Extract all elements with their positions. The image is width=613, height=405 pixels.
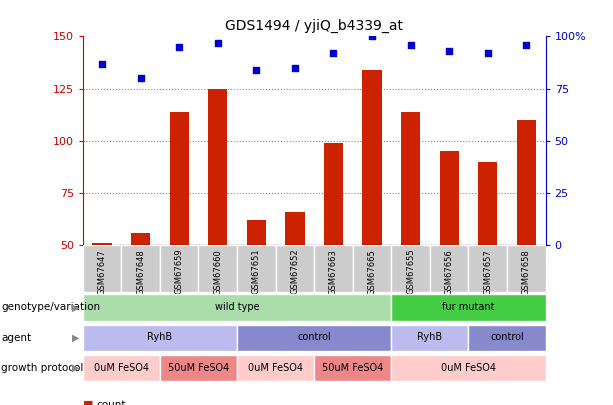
Bar xyxy=(199,245,237,292)
Text: GSM67652: GSM67652 xyxy=(291,249,299,294)
Bar xyxy=(362,70,382,245)
Bar xyxy=(93,243,112,245)
Text: fur mutant: fur mutant xyxy=(442,302,495,312)
Bar xyxy=(121,245,160,292)
Text: 50uM FeSO4: 50uM FeSO4 xyxy=(168,362,229,373)
Point xyxy=(522,42,531,48)
Point xyxy=(406,42,416,48)
Point xyxy=(329,50,338,56)
Text: ▶: ▶ xyxy=(72,303,80,312)
Bar xyxy=(208,89,227,245)
Text: GSM67660: GSM67660 xyxy=(213,249,223,294)
Text: GSM67647: GSM67647 xyxy=(97,249,107,294)
Text: GSM67651: GSM67651 xyxy=(252,249,261,294)
Text: 0uM FeSO4: 0uM FeSO4 xyxy=(94,362,149,373)
Bar xyxy=(391,245,430,292)
Bar xyxy=(440,151,459,245)
Text: GSM67656: GSM67656 xyxy=(444,249,454,294)
Text: wild type: wild type xyxy=(215,302,259,312)
Text: GSM67648: GSM67648 xyxy=(136,249,145,294)
Bar xyxy=(391,325,468,351)
Text: agent: agent xyxy=(1,333,31,343)
Bar xyxy=(352,245,391,292)
Bar xyxy=(314,245,352,292)
Text: RyhB: RyhB xyxy=(417,332,443,342)
Bar xyxy=(324,143,343,245)
Title: GDS1494 / yjiQ_b4339_at: GDS1494 / yjiQ_b4339_at xyxy=(225,19,403,33)
Text: GSM67658: GSM67658 xyxy=(522,249,531,294)
Point xyxy=(97,60,107,67)
Point xyxy=(213,39,223,46)
Point xyxy=(135,75,145,81)
Bar xyxy=(468,245,507,292)
Point xyxy=(251,66,261,73)
Bar xyxy=(507,245,546,292)
Bar xyxy=(314,355,391,381)
Bar xyxy=(468,325,546,351)
Text: 0uM FeSO4: 0uM FeSO4 xyxy=(248,362,303,373)
Bar xyxy=(170,111,189,245)
Text: count: count xyxy=(96,400,126,405)
Bar xyxy=(391,355,546,381)
Bar xyxy=(478,162,497,245)
Point xyxy=(483,50,493,56)
Bar xyxy=(160,355,237,381)
Point xyxy=(290,64,300,71)
Bar xyxy=(391,294,546,320)
Bar xyxy=(246,220,266,245)
Text: ▶: ▶ xyxy=(72,363,80,373)
Point xyxy=(174,44,184,50)
Text: ▶: ▶ xyxy=(72,333,80,343)
Text: GSM67663: GSM67663 xyxy=(329,249,338,294)
Bar xyxy=(517,120,536,245)
Text: control: control xyxy=(297,332,331,342)
Bar xyxy=(83,355,160,381)
Bar xyxy=(131,232,150,245)
Text: GSM67657: GSM67657 xyxy=(483,249,492,294)
Text: ■: ■ xyxy=(83,400,93,405)
Bar xyxy=(83,325,237,351)
Text: GSM67655: GSM67655 xyxy=(406,249,415,294)
Bar xyxy=(83,245,121,292)
Bar xyxy=(237,245,276,292)
Text: growth protocol: growth protocol xyxy=(1,363,83,373)
Bar xyxy=(285,212,305,245)
Point xyxy=(367,33,377,40)
Text: RyhB: RyhB xyxy=(147,332,172,342)
Bar xyxy=(160,245,199,292)
Point xyxy=(444,48,454,54)
Bar xyxy=(276,245,314,292)
Text: GSM67665: GSM67665 xyxy=(368,249,376,294)
Text: genotype/variation: genotype/variation xyxy=(1,303,101,312)
Text: 0uM FeSO4: 0uM FeSO4 xyxy=(441,362,496,373)
Bar xyxy=(83,294,391,320)
Bar xyxy=(401,111,421,245)
Text: control: control xyxy=(490,332,524,342)
Bar xyxy=(237,355,314,381)
Text: 50uM FeSO4: 50uM FeSO4 xyxy=(322,362,383,373)
Bar xyxy=(237,325,391,351)
Text: GSM67659: GSM67659 xyxy=(175,249,184,294)
Bar xyxy=(430,245,468,292)
